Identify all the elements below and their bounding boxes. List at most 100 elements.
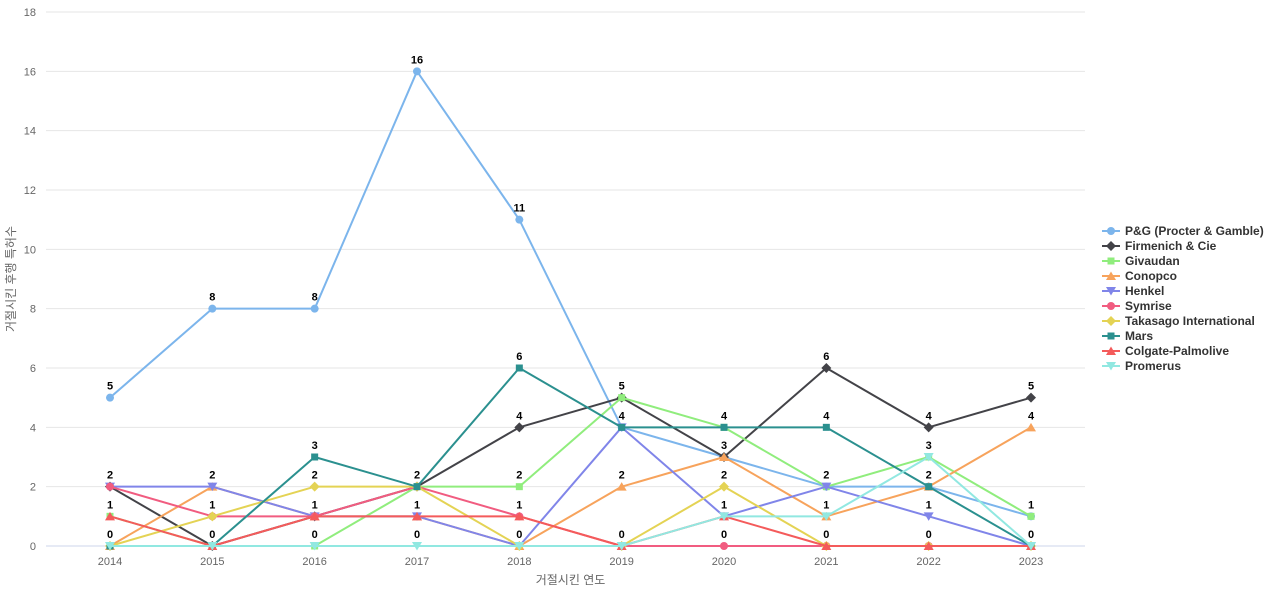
data-point-value-label: 0 (414, 529, 420, 541)
legend-label: Symrise (1125, 298, 1172, 313)
legend-marker-icon (1102, 240, 1120, 251)
data-point-value-label: 2 (619, 470, 625, 482)
x-axis-tick-label: 2014 (98, 556, 122, 568)
legend-item-p-g-procter-gamble[interactable]: P&G (Procter & Gamble) (1102, 223, 1264, 238)
data-point-value-label: 2 (926, 470, 932, 482)
data-point-value-label: 2 (312, 470, 318, 482)
y-axis-tick-label: 14 (24, 126, 36, 138)
data-point-marker (719, 452, 729, 461)
x-axis-tick-label: 2019 (609, 556, 633, 568)
data-point-marker (618, 394, 626, 402)
data-point-marker (1107, 257, 1115, 264)
data-point-marker (1106, 361, 1116, 370)
data-point-marker (1027, 512, 1035, 520)
y-axis-tick-label: 10 (24, 244, 36, 256)
data-point-value-label: 16 (411, 54, 423, 66)
data-point-value-label: 6 (823, 351, 829, 363)
series-line (109, 70, 1032, 518)
data-point-value-label: 0 (926, 529, 932, 541)
data-point-marker (821, 363, 832, 373)
data-point-marker (208, 304, 217, 313)
data-point-marker (515, 215, 524, 224)
data-point-marker (616, 542, 627, 551)
data-point-value-label: 5 (107, 381, 113, 393)
legend-item-mars[interactable]: Mars (1102, 328, 1264, 343)
data-point-marker (923, 453, 934, 462)
legend-marker-icon (1102, 271, 1120, 280)
data-point-value-label: 1 (721, 499, 727, 511)
data-point-value-label: 1 (516, 499, 522, 511)
data-point-marker (821, 541, 832, 550)
data-point-marker (1106, 240, 1116, 251)
data-point-value-label: 2 (823, 470, 829, 482)
data-point-marker (515, 483, 523, 491)
legend-item-henkel[interactable]: Henkel (1102, 283, 1264, 298)
legend-item-firmenich-cie[interactable]: Firmenich & Cie (1102, 238, 1264, 253)
data-point-value-label: 6 (516, 351, 522, 363)
data-point-marker (923, 422, 934, 433)
legend-item-conopco[interactable]: Conopco (1102, 268, 1264, 283)
data-point-marker (105, 542, 115, 551)
data-point-marker (106, 482, 114, 491)
data-point-value-label: 0 (516, 529, 522, 541)
data-point-marker (925, 483, 933, 491)
data-point-marker (1026, 542, 1036, 551)
data-point-marker (1106, 286, 1116, 295)
data-point-value-label: 0 (312, 529, 318, 541)
data-point-marker (720, 423, 728, 431)
data-point-marker (1106, 346, 1116, 355)
data-point-value-label: 1 (823, 499, 829, 511)
data-point-marker (821, 482, 832, 492)
data-point-value-label: 4 (619, 410, 626, 422)
data-point-marker (207, 511, 218, 522)
data-point-value-label: 1 (1028, 499, 1034, 511)
legend-marker-icon (1102, 346, 1120, 355)
y-axis-tick-label: 18 (24, 7, 36, 19)
y-axis-tick-label: 4 (30, 422, 36, 434)
data-point-marker (822, 423, 830, 431)
x-axis-tick-label: 2023 (1019, 556, 1043, 568)
data-point-value-label: 0 (823, 529, 829, 541)
x-axis-tick-label: 2022 (916, 556, 940, 568)
data-point-marker (719, 481, 729, 492)
legend-marker-icon (1102, 301, 1120, 310)
data-point-value-label: 3 (721, 440, 727, 452)
data-point-value-label: 4 (516, 410, 523, 422)
y-axis-tick-label: 8 (30, 304, 36, 316)
data-point-marker (514, 511, 525, 521)
data-point-marker (1026, 392, 1036, 403)
data-point-value-label: 1 (107, 499, 113, 511)
data-point-marker (515, 364, 523, 372)
data-point-marker (1106, 271, 1116, 280)
x-axis-tick-label: 2016 (302, 556, 326, 568)
data-point-marker (1107, 226, 1115, 235)
data-point-marker (514, 422, 525, 433)
data-point-value-label: 1 (414, 499, 420, 511)
data-point-value-label: 2 (516, 470, 522, 482)
data-point-marker (720, 542, 728, 550)
legend-item-colgate-palmolive[interactable]: Colgate-Palmolive (1102, 343, 1264, 358)
legend-item-promerus[interactable]: Promerus (1102, 358, 1264, 373)
data-point-value-label: 11 (514, 203, 526, 215)
series-line (109, 367, 1032, 547)
legend-marker-icon (1102, 226, 1120, 235)
data-point-value-label: 8 (312, 292, 318, 304)
legend-marker-icon (1102, 332, 1120, 339)
legend-marker-icon (1102, 286, 1120, 295)
x-axis-tick-label: 2018 (507, 556, 531, 568)
data-point-marker (821, 512, 832, 521)
series-line (110, 456, 1032, 547)
data-point-marker (1107, 301, 1115, 310)
data-point-value-label: 4 (926, 410, 933, 422)
legend-item-symrise[interactable]: Symrise (1102, 298, 1264, 313)
data-point-marker (719, 512, 729, 521)
legend-item-givaudan[interactable]: Givaudan (1102, 253, 1264, 268)
data-point-value-label: 4 (721, 410, 728, 422)
data-point-marker (618, 423, 626, 431)
legend-item-takasago-international[interactable]: Takasago International (1102, 313, 1264, 328)
data-point-marker (413, 67, 421, 76)
legend-marker-icon (1102, 315, 1120, 326)
data-point-value-label: 5 (619, 381, 625, 393)
y-axis-tick-label: 0 (30, 541, 36, 553)
